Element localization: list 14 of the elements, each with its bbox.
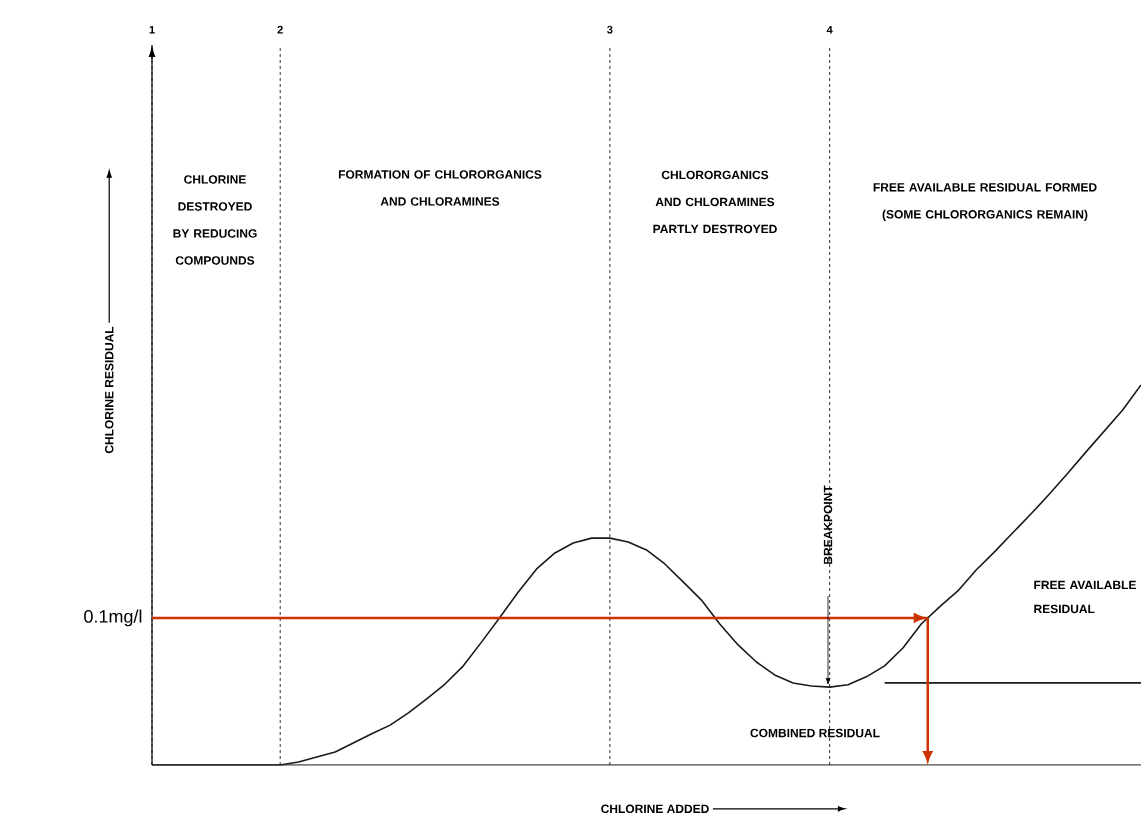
text: FORMATION OF CHLORORGANICS AND CHLORAMINES xyxy=(338,170,542,206)
text: CHLORINE DESTROYED BY REDUCING COMPOUNDS xyxy=(173,175,257,265)
x-tick-label: 1 xyxy=(149,25,155,34)
x-tick-label: 4 xyxy=(826,25,833,34)
x-axis-title: CHLORINE ADDED xyxy=(601,804,709,814)
annotation: BREAKPOINT xyxy=(823,485,833,564)
x-tick-label: 2 xyxy=(277,25,283,34)
text: FREE AVAILABLE RESIDUAL FORMED (SOME CHLORORGANICS REMAIN) xyxy=(873,183,1097,221)
ref-line-label: 0.1mg/l xyxy=(84,609,142,627)
text: FREE AVAILABLE RESIDUAL xyxy=(1034,580,1136,614)
y-axis-title: CHLORINE RESIDUAL xyxy=(104,326,114,454)
text: CHLORORGANICS AND CHLORAMINES PARTLY DESTROYED xyxy=(653,170,777,234)
annotation: COMBINED RESIDUAL xyxy=(750,728,880,738)
x-tick-label: 3 xyxy=(607,25,613,34)
